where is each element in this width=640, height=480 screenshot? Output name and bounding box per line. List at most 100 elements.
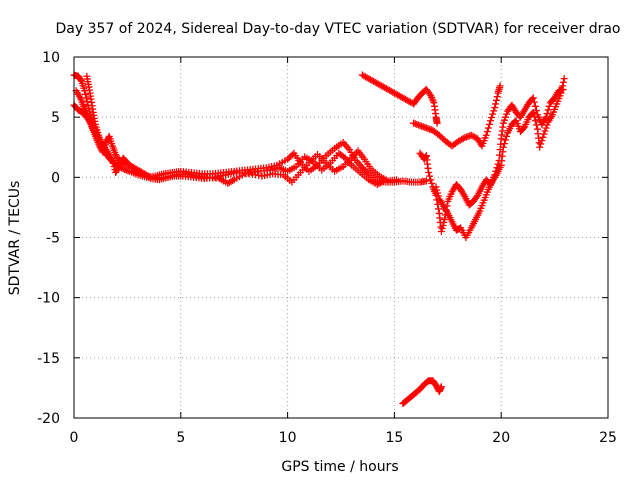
y-tick-label: -10	[37, 291, 60, 307]
data-point	[113, 153, 121, 161]
data-point	[491, 104, 499, 112]
data-point	[530, 98, 538, 106]
series-track-7	[416, 85, 567, 235]
series-track-6	[410, 82, 504, 150]
data-point	[229, 177, 237, 185]
data-point	[542, 124, 550, 132]
data-point	[103, 149, 111, 157]
chart-title: Day 357 of 2024, Sidereal Day-to-day VTE…	[55, 21, 620, 37]
x-tick-label: 15	[385, 430, 403, 446]
data-point	[113, 166, 121, 174]
y-tick-label: 5	[51, 110, 60, 126]
data-point	[437, 383, 445, 391]
series-track-8	[432, 75, 568, 241]
x-tick-label: 10	[279, 430, 297, 446]
data-point	[459, 135, 467, 143]
data-point	[437, 133, 445, 141]
y-tick-label: -20	[37, 411, 60, 427]
data-point	[473, 193, 481, 201]
data-point	[285, 154, 293, 162]
series-track-9	[399, 377, 445, 408]
data-point	[440, 218, 448, 226]
y-tick-label: 0	[51, 170, 60, 186]
data-point	[501, 113, 509, 121]
data-point	[99, 143, 107, 151]
data-point	[422, 177, 430, 185]
data-point	[559, 82, 567, 90]
data-point	[543, 121, 551, 129]
data-point	[434, 192, 442, 200]
data-point	[492, 96, 500, 104]
data-point	[496, 82, 504, 90]
series-track-2	[72, 87, 388, 189]
axis-ticks: 0 5 10 15 20 25 -20 -15 -10 -5 0 5 10	[37, 50, 617, 446]
data-point	[503, 132, 511, 140]
data-point	[428, 179, 436, 187]
data-point	[101, 146, 109, 154]
data-point	[435, 131, 443, 139]
data-point	[103, 150, 111, 158]
data-point	[485, 120, 493, 128]
data-point	[358, 164, 366, 172]
data-point	[112, 167, 120, 175]
data-point	[503, 110, 511, 118]
data-point	[393, 176, 401, 184]
data-point	[123, 159, 131, 167]
data-point	[536, 143, 544, 151]
grid	[74, 57, 608, 418]
data-point	[108, 156, 116, 164]
data-point	[104, 152, 112, 160]
data-point	[100, 144, 108, 152]
y-axis-label: SDTVAR / TECUs	[7, 181, 23, 296]
data-point	[544, 106, 552, 114]
data-point	[135, 168, 143, 176]
data-point	[99, 141, 107, 149]
data-point	[557, 89, 565, 97]
data-point	[98, 140, 106, 148]
data-point	[531, 117, 539, 125]
data-point	[82, 94, 90, 102]
data-point	[560, 75, 568, 83]
data-point	[433, 119, 441, 127]
series-track-1	[70, 71, 430, 186]
data-point	[288, 151, 296, 159]
data-point	[531, 102, 539, 110]
data-point	[493, 93, 501, 101]
data-point	[432, 382, 440, 390]
data-point	[489, 110, 497, 118]
data-point	[488, 113, 496, 121]
data-point	[492, 100, 500, 108]
y-tick-label: 10	[42, 50, 60, 66]
data-point	[559, 78, 567, 86]
y-tick-label: -15	[37, 351, 60, 367]
series-track-4	[83, 72, 112, 160]
data-point	[432, 183, 440, 191]
data-point	[541, 127, 549, 135]
data-point	[109, 159, 117, 167]
data-point	[114, 164, 122, 172]
data-point	[438, 224, 446, 232]
data-point	[558, 85, 566, 93]
data-point	[532, 121, 540, 129]
data-point	[543, 110, 551, 118]
x-tick-label: 0	[70, 430, 79, 446]
x-axis-label: GPS time / hours	[281, 459, 398, 475]
data-point	[483, 128, 491, 136]
data-point	[77, 76, 85, 84]
x-tick-label: 25	[599, 430, 617, 446]
data-point	[439, 221, 447, 229]
data-point	[437, 227, 445, 235]
data-point	[426, 172, 434, 180]
data-point	[482, 131, 490, 139]
data-point	[81, 90, 89, 98]
data-point	[434, 189, 442, 197]
data-point	[102, 147, 110, 155]
data-point	[112, 150, 120, 158]
data-point	[520, 124, 528, 132]
data-point	[540, 130, 548, 138]
data-point	[538, 137, 546, 145]
data-point	[434, 205, 442, 213]
data-point	[112, 152, 120, 160]
data-point	[490, 107, 498, 115]
